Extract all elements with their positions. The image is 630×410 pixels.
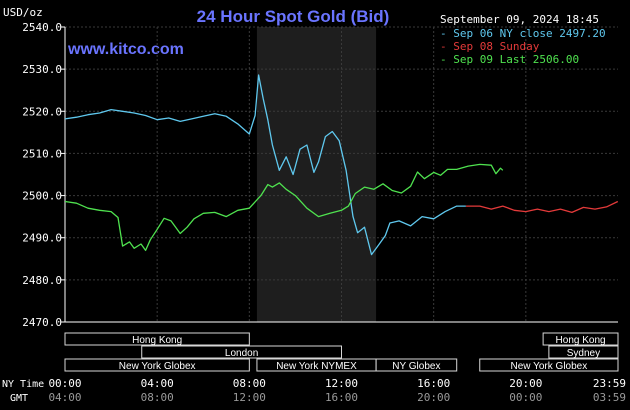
ny-time-tick: 04:00 <box>141 377 174 390</box>
market-label: Hong Kong <box>556 335 606 346</box>
gmt-label: GMT <box>10 393 28 404</box>
timestamp: September 09, 2024 18:45 <box>440 13 599 26</box>
ny-time-tick: 16:00 <box>417 377 450 390</box>
y-tick-label: 2470.0 <box>22 316 62 329</box>
legend-entry-1: - Sep 08 Sunday <box>440 40 540 53</box>
ny-time-tick: 20:00 <box>509 377 542 390</box>
ny-time-label: NY Time <box>2 379 44 390</box>
gmt-time-tick: 03:59 <box>593 391 626 404</box>
market-bar <box>141 345 342 359</box>
y-tick-label: 2510.0 <box>22 147 62 160</box>
nymex-shaded-region <box>256 27 377 322</box>
market-bar <box>548 345 619 359</box>
y-tick-label: 2500.0 <box>22 190 62 203</box>
market-label: Hong Kong <box>132 335 182 346</box>
market-bar <box>375 358 458 372</box>
plot-area: 2470.0 2480.0 2490.0 2500.0 2510.0 2520.0 2530… <box>22 21 619 329</box>
gmt-time-tick: 16:00 <box>325 391 358 404</box>
gmt-time-tick: 00:00 <box>509 391 542 404</box>
market-session-bars: Hong Kong Hong Kong London Sydney New York G… <box>64 332 619 372</box>
legend-entry-2: - Sep 09 Last 2506.00 <box>440 53 579 66</box>
series-line-1 <box>465 200 619 214</box>
chart-title: 24 Hour Spot Gold (Bid) <box>197 7 390 26</box>
gmt-time-tick: 08:00 <box>141 391 174 404</box>
market-label: New York Globex <box>511 361 588 372</box>
gmt-time-tick: 12:00 <box>233 391 266 404</box>
market-bar <box>64 332 250 346</box>
y-tick-label: 2540.0 <box>22 21 62 34</box>
market-label: Sydney <box>567 348 600 359</box>
ny-time-tick: 23:59 <box>593 377 626 390</box>
market-bar <box>542 332 619 346</box>
series-line-0 <box>64 74 466 256</box>
market-label: New York NYMEX <box>276 361 357 372</box>
gmt-time-tick: 20:00 <box>417 391 450 404</box>
ny-time-tick: 00:00 <box>48 377 81 390</box>
y-tick-label: 2530.0 <box>22 63 62 76</box>
website-link[interactable]: www.kitco.com <box>67 41 184 58</box>
market-bar <box>479 358 619 372</box>
series-line-2 <box>64 163 504 252</box>
legend-entry-0: - Sep 06 NY close 2497.20 <box>440 27 606 40</box>
time-axis: 00:0004:0004:0008:0008:0012:0012:0016:00… <box>48 377 626 404</box>
ny-time-tick: 12:00 <box>325 377 358 390</box>
y-tick-label: 2490.0 <box>22 232 62 245</box>
ny-time-tick: 08:00 <box>233 377 266 390</box>
market-label: NY Globex <box>392 361 440 372</box>
y-tick-label: 2520.0 <box>22 105 62 118</box>
gmt-time-tick: 04:00 <box>48 391 81 404</box>
market-label: New York Globex <box>119 361 196 372</box>
market-bar <box>64 358 250 372</box>
unit-label: USD/oz <box>3 6 43 19</box>
legend: - Sep 06 NY close 2497.20- Sep 08 Sunday… <box>440 27 606 66</box>
market-label: London <box>225 348 258 359</box>
y-tick-label: 2480.0 <box>22 274 62 287</box>
